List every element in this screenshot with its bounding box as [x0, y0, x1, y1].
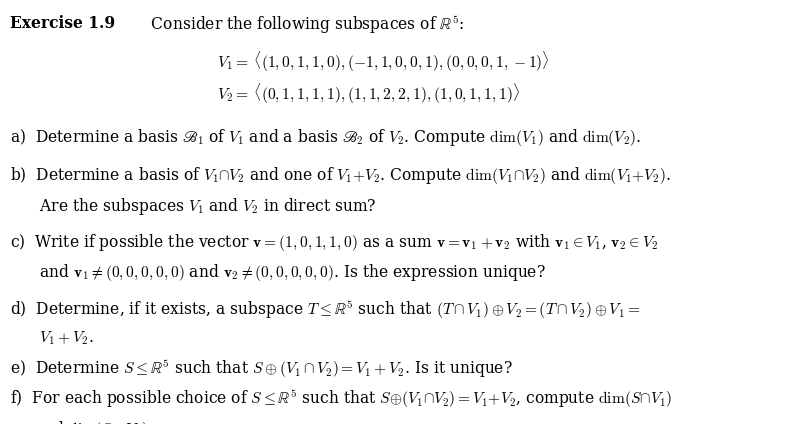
- Text: d)  Determine, if it exists, a subspace $T \leq \mathbb{R}^5$ such that $(T \cap: d) Determine, if it exists, a subspace $…: [10, 299, 641, 321]
- Text: Exercise 1.9: Exercise 1.9: [10, 15, 115, 32]
- Text: Consider the following subspaces of $\mathbb{R}^5$:: Consider the following subspaces of $\ma…: [146, 15, 465, 36]
- Text: $V_1 = \;\langle(1,0,1,1,0),(-1,1,0,0,1),(0,0,0,1,-1)\rangle$: $V_1 = \;\langle(1,0,1,1,0),(-1,1,0,0,1)…: [217, 51, 550, 74]
- Text: a)  Determine a basis $\mathscr{B}_1$ of $V_1$ and a basis $\mathscr{B}_2$ of $V: a) Determine a basis $\mathscr{B}_1$ of …: [10, 127, 641, 148]
- Text: b)  Determine a basis of $V_1{\cap}V_2$ and one of $V_1{+}V_2$. Compute $\mathrm: b) Determine a basis of $V_1{\cap}V_2$ a…: [10, 165, 671, 187]
- Text: Are the subspaces $V_1$ and $V_2$ in direct sum?: Are the subspaces $V_1$ and $V_2$ in dir…: [10, 196, 377, 217]
- Text: e)  Determine $S \leq \mathbb{R}^5$ such that $S \oplus (V_1 \cap V_2) = V_1 + V: e) Determine $S \leq \mathbb{R}^5$ such …: [10, 358, 513, 380]
- Text: f)  For each possible choice of $S \leq \mathbb{R}^5$ such that $S{\oplus}(V_1{\: f) For each possible choice of $S \leq \…: [10, 389, 672, 410]
- Text: $V_1 + V_2$.: $V_1 + V_2$.: [10, 329, 94, 347]
- Text: $V_2 = \;\langle(0,1,1,1,1),(1,1,2,2,1),(1,0,1,1,1)\rangle$: $V_2 = \;\langle(0,1,1,1,1),(1,1,2,2,1),…: [217, 83, 521, 106]
- Text: and $\mathrm{dim}(S \cap V_2)$.: and $\mathrm{dim}(S \cap V_2)$.: [10, 419, 153, 424]
- Text: and $\mathbf{v}_1 \neq (0,0,0,0,0)$ and $\mathbf{v}_2 \neq (0,0,0,0,0)$. Is the : and $\mathbf{v}_1 \neq (0,0,0,0,0)$ and …: [10, 262, 546, 284]
- Text: c)  Write if possible the vector $\mathbf{v} = (1,0,1,1,0)$ as a sum $\mathbf{v}: c) Write if possible the vector $\mathbf…: [10, 232, 658, 253]
